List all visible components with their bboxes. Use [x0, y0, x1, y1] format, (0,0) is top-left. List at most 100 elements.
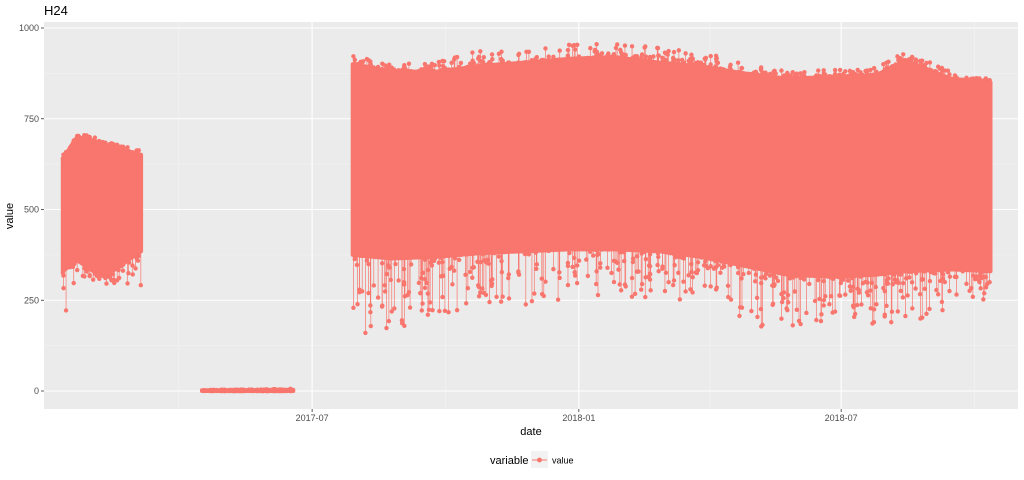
- data-point: [656, 269, 661, 274]
- data-point: [352, 57, 358, 63]
- data-point: [442, 308, 448, 314]
- data-point: [475, 259, 480, 264]
- data-point: [845, 274, 850, 279]
- data-point: [67, 264, 73, 270]
- data-point: [92, 135, 98, 140]
- data-point: [598, 261, 603, 266]
- data-point: [500, 58, 505, 63]
- data-point: [898, 272, 903, 277]
- data-point: [845, 278, 851, 283]
- data-point: [351, 54, 356, 59]
- data-point: [516, 272, 522, 277]
- data-point: [614, 42, 620, 47]
- data-point: [90, 277, 96, 282]
- data-point: [647, 263, 653, 269]
- data-point: [821, 303, 826, 308]
- data-point: [801, 277, 807, 282]
- data-point: [471, 60, 477, 66]
- data-point: [555, 297, 561, 302]
- data-point: [406, 61, 412, 66]
- data-point: [97, 276, 102, 281]
- data-series: [60, 41, 993, 394]
- data-point: [476, 294, 482, 299]
- data-point: [683, 51, 688, 56]
- data-point: [714, 285, 719, 290]
- data-point: [870, 321, 875, 326]
- data-point: [456, 257, 462, 263]
- data-point: [655, 251, 661, 256]
- data-point: [401, 65, 407, 70]
- data-point: [551, 54, 556, 60]
- data-point: [728, 297, 734, 302]
- data-point: [75, 133, 80, 139]
- data-point: [827, 275, 833, 280]
- data-point: [418, 291, 423, 296]
- data-point: [532, 291, 537, 296]
- data-point: [126, 271, 131, 276]
- data-point: [660, 59, 665, 64]
- data-point: [984, 281, 990, 287]
- data-point: [385, 263, 391, 268]
- data-point: [463, 272, 468, 277]
- data-point: [873, 72, 878, 78]
- data-point: [836, 74, 841, 79]
- data-point: [478, 58, 484, 64]
- data-point: [689, 52, 694, 57]
- data-point: [865, 72, 871, 77]
- data-point: [905, 293, 910, 298]
- data-point: [422, 285, 428, 291]
- data-point: [639, 251, 644, 256]
- data-point: [557, 48, 562, 53]
- data-point: [882, 312, 888, 317]
- data-point: [605, 53, 610, 58]
- data-point: [419, 275, 424, 281]
- data-point: [130, 272, 135, 277]
- data-point: [543, 46, 548, 51]
- data-point: [786, 74, 791, 80]
- data-point: [572, 270, 577, 275]
- data-point: [226, 387, 232, 393]
- data-point: [798, 275, 803, 281]
- data-point: [133, 150, 138, 156]
- data-point: [672, 262, 677, 268]
- data-point: [903, 313, 908, 319]
- data-point: [827, 302, 832, 307]
- data-point: [502, 249, 507, 255]
- data-point: [208, 388, 213, 393]
- data-point: [636, 57, 641, 63]
- data-point: [860, 281, 866, 286]
- data-point: [482, 63, 487, 68]
- data-point: [868, 67, 873, 73]
- data-point: [760, 322, 765, 328]
- data-point: [392, 67, 397, 72]
- data-point: [135, 258, 141, 263]
- data-point: [651, 54, 656, 59]
- data-point: [817, 296, 822, 302]
- data-point: [357, 61, 362, 66]
- series-band: [350, 55, 993, 279]
- data-point: [927, 60, 933, 65]
- data-point: [865, 280, 870, 285]
- data-point: [940, 73, 945, 78]
- data-point: [690, 290, 695, 295]
- data-point: [703, 259, 708, 264]
- data-point: [913, 286, 918, 291]
- data-point: [775, 278, 781, 284]
- data-point: [529, 298, 535, 304]
- data-point: [821, 68, 826, 73]
- data-point: [903, 58, 909, 63]
- data-point: [396, 278, 401, 283]
- data-point: [702, 56, 707, 61]
- data-point: [534, 266, 539, 272]
- data-point: [407, 305, 413, 310]
- data-point: [576, 258, 582, 263]
- data-point: [354, 262, 360, 268]
- data-point: [676, 58, 681, 63]
- data-point: [122, 146, 128, 152]
- data-point: [701, 263, 707, 268]
- data-point: [779, 316, 784, 321]
- data-point: [104, 143, 109, 148]
- data-point: [708, 53, 713, 59]
- data-point: [671, 278, 677, 283]
- data-point: [735, 60, 741, 65]
